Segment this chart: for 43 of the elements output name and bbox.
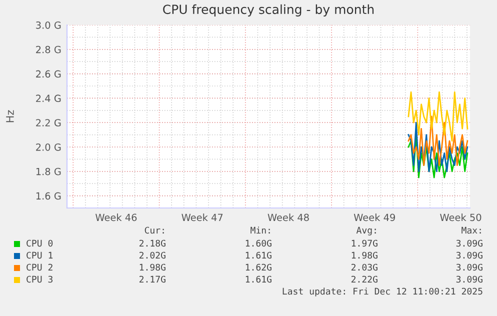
text: 2.02G [139,252,166,259]
legend-label: CPU 0 [26,240,53,247]
y-tick-label: 3.0 G [36,21,61,29]
legend-label: CPU 2 [26,264,52,271]
text: 2.03G [351,264,378,271]
x-tick-label: Week 49 [354,214,395,222]
x-tick-label: Week 48 [268,214,309,222]
legend-label: CPU 3 [26,276,52,283]
text: Max: [462,226,481,234]
text: Last update: Fri Dec 12 11:00:21 2025 [282,288,482,296]
text: 3.09G [456,240,482,247]
text: 1.97G [352,240,378,247]
text: 2.18G [139,240,166,247]
y-axis-title: Hz [6,110,14,122]
line-series [408,91,468,142]
line-series [408,122,468,172]
text: Avg: [356,226,376,236]
x-tick-label: Week 46 [95,214,137,222]
text: 2.17G [139,276,166,283]
y-tick-label: 1.8 G [36,168,61,176]
y-tick-label: 2.6 G [36,70,61,78]
text: 1.62G [246,264,272,271]
x-tick-label: Week 47 [182,214,223,222]
line-series [408,116,468,166]
y-tick-label: 2.8 G [36,46,61,54]
legend-label: CPU 1 [26,252,53,259]
y-tick-label: 2.2 G [36,119,61,126]
chart-title: CPU frequency scaling - by month [163,4,374,16]
x-tick-label: Week 50 [440,214,482,222]
text: 2.22G [351,276,378,283]
text: 1.60G [246,240,272,247]
text: 1.61G [246,252,272,259]
text: Cur: [144,226,164,234]
text: 1.98G [140,264,166,271]
text: 1.61G [246,276,272,283]
y-tick-label: 2.4 G [36,94,61,102]
text: 3.09G [456,264,482,271]
y-tick-label: 1.6 G [36,192,61,200]
text: 1.98G [352,252,378,259]
text: Min: [250,226,270,234]
y-tick-label: 2.0 G [36,143,61,151]
text: 3.09G [456,252,482,259]
text: 3.09G [456,276,482,283]
